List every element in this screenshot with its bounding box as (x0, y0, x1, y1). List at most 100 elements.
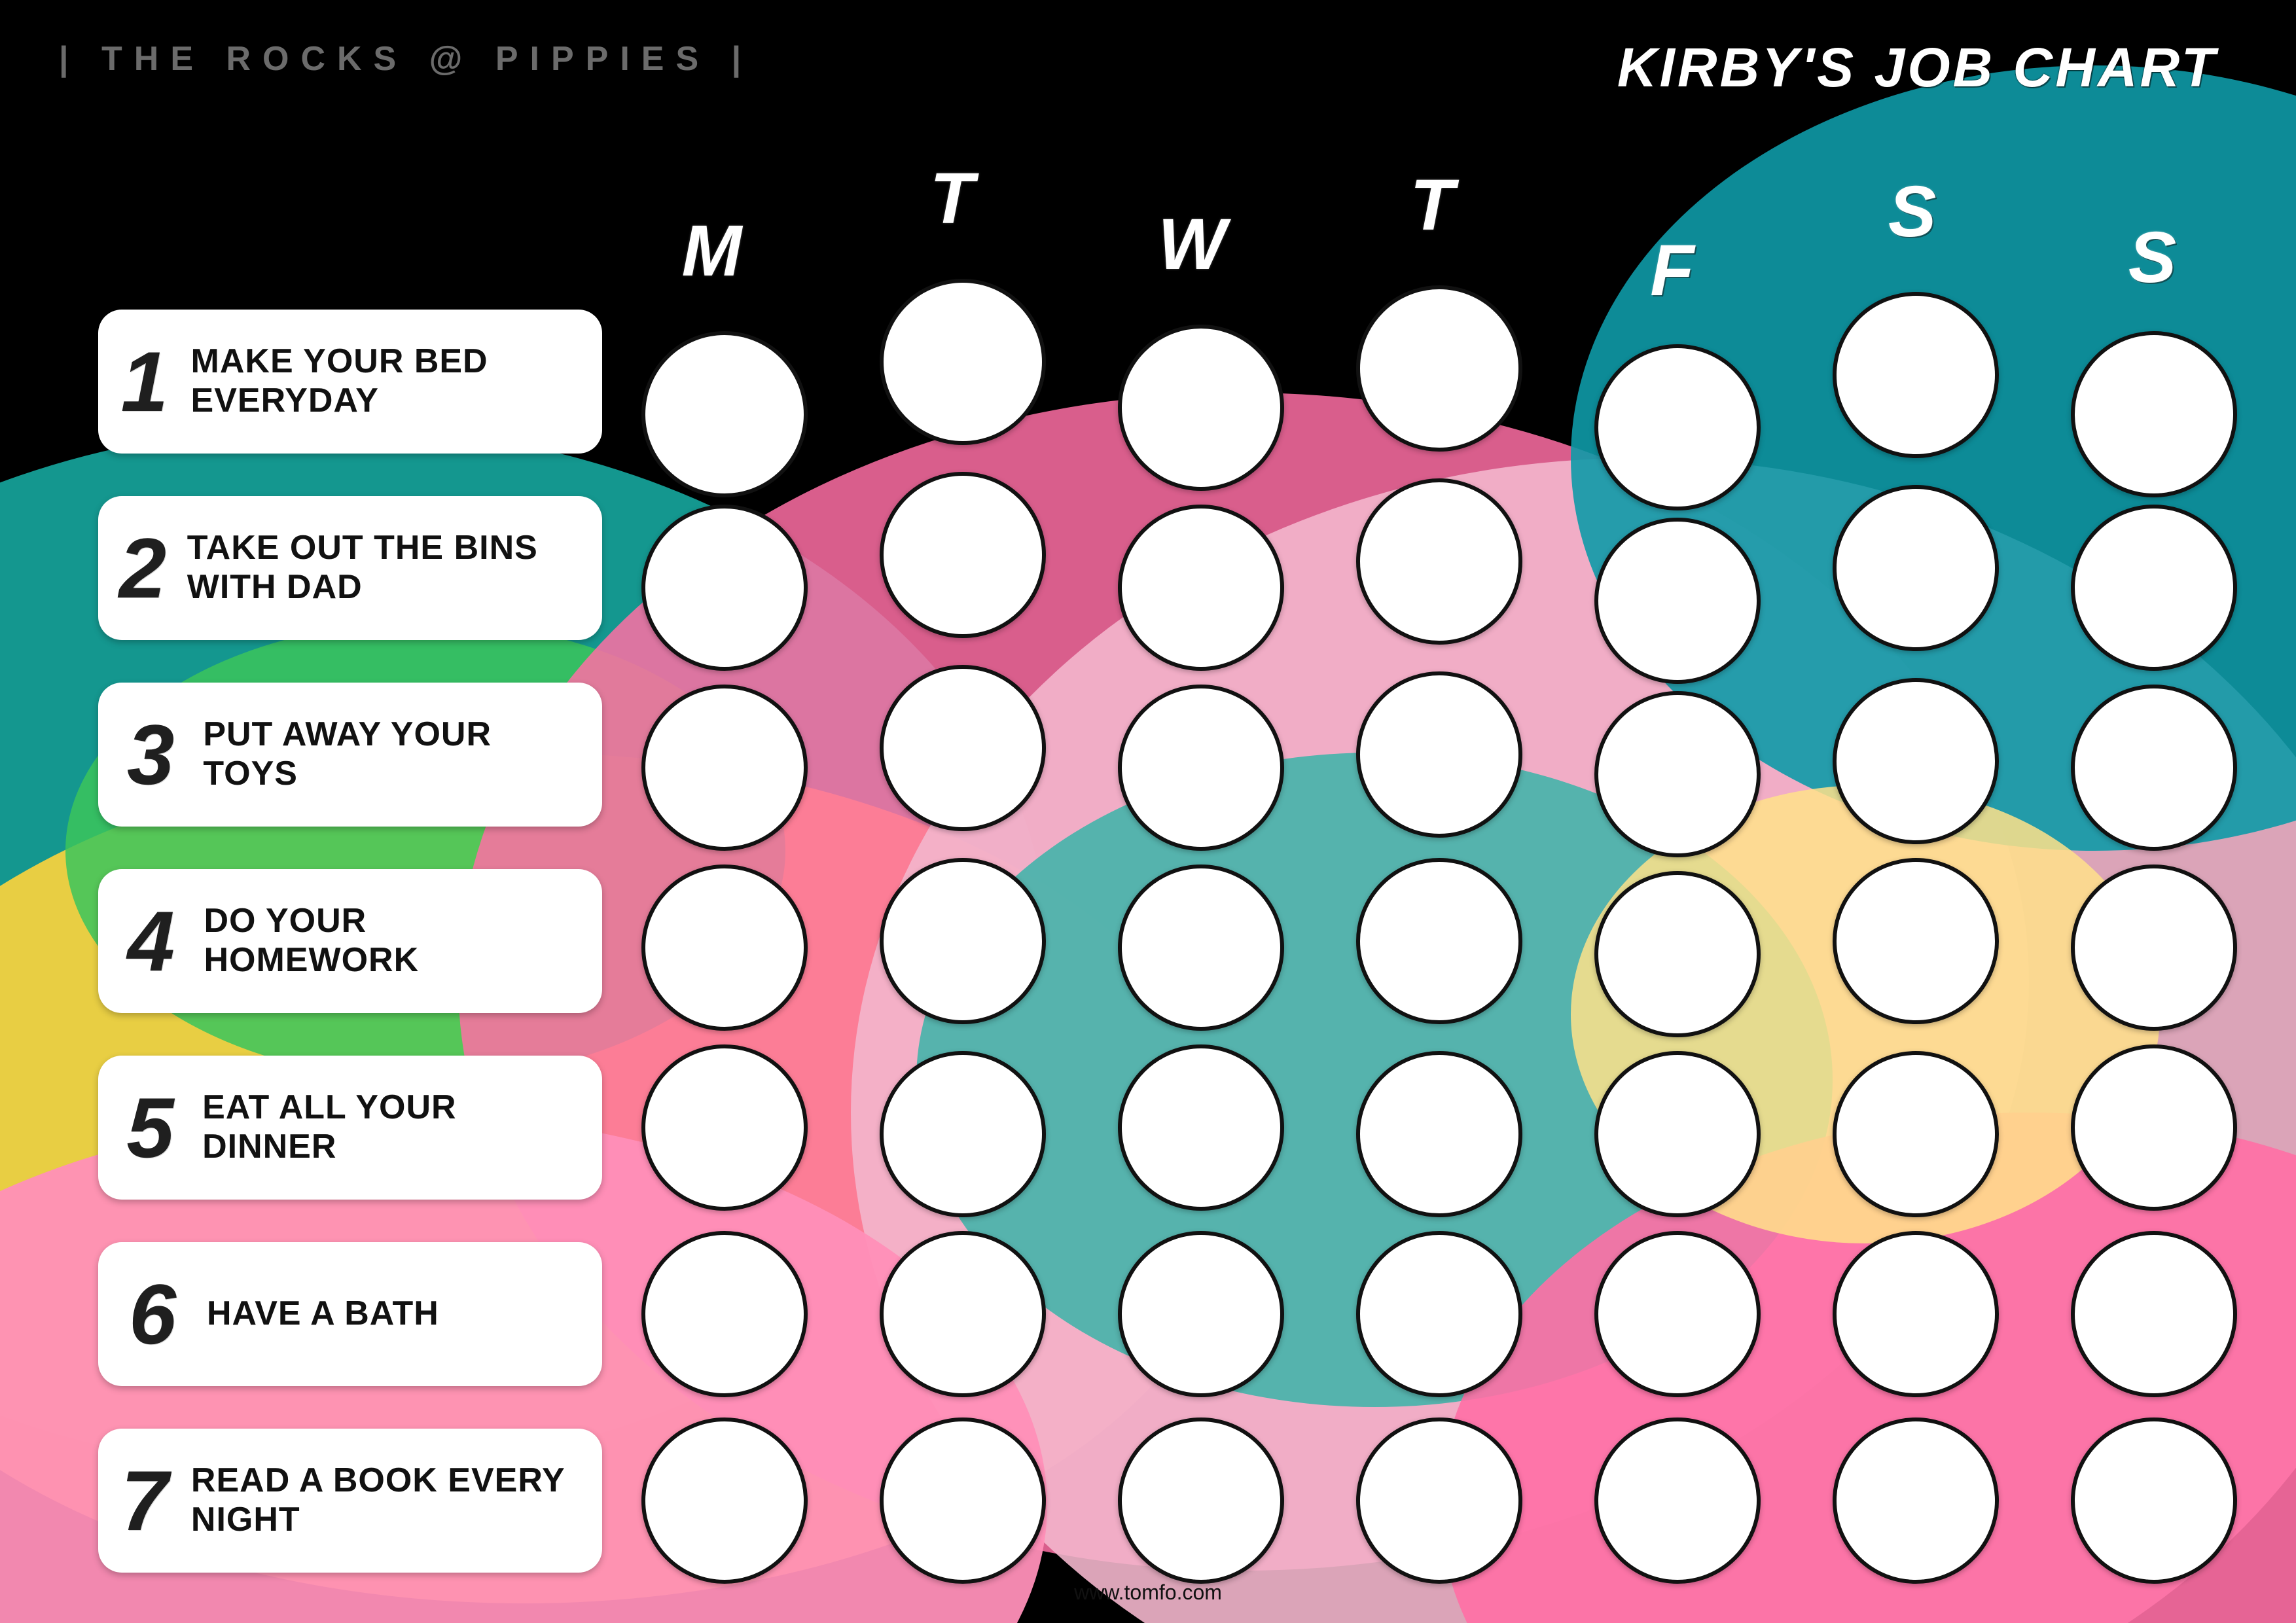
day-header-cell: M (628, 209, 797, 293)
task-number: 2 (117, 526, 169, 611)
task-circles (641, 485, 2237, 651)
completion-circle[interactable] (2071, 331, 2237, 497)
completion-circle[interactable] (1833, 678, 1999, 844)
completion-circle[interactable] (1594, 1231, 1761, 1397)
completion-circle[interactable] (1118, 865, 1284, 1031)
day-label: M (628, 209, 797, 293)
task-card: 6 HAVE A BATH (98, 1242, 602, 1386)
task-row: 3PUT AWAY YOUR TOYS (98, 661, 2237, 847)
completion-circle[interactable] (1118, 685, 1284, 851)
completion-circle[interactable] (641, 331, 808, 497)
task-label: READ A BOOK EVERY NIGHT (191, 1461, 576, 1540)
completion-circle[interactable] (1118, 1231, 1284, 1397)
task-number: 3 (117, 712, 185, 797)
task-label: TAKE OUT THE BINS WITH DAD (187, 529, 576, 607)
task-card: 3PUT AWAY YOUR TOYS (98, 683, 602, 827)
completion-circle[interactable] (1594, 1051, 1761, 1217)
completion-circle[interactable] (1356, 478, 1522, 645)
task-number: 6 (117, 1272, 188, 1357)
task-label: PUT AWAY YOUR TOYS (203, 715, 576, 794)
completion-circle[interactable] (1833, 1051, 1999, 1217)
completion-circle[interactable] (2071, 1044, 2237, 1211)
task-row: 6 HAVE A BATH (98, 1221, 2237, 1407)
completion-circle[interactable] (1594, 871, 1761, 1037)
completion-circle[interactable] (2071, 865, 2237, 1031)
completion-circle[interactable] (1833, 1231, 1999, 1397)
completion-circle[interactable] (2071, 1418, 2237, 1584)
completion-circle[interactable] (641, 685, 808, 851)
task-row: 4DO YOUR HOMEWORK (98, 847, 2237, 1034)
task-row: 1MAKE YOUR BED EVERYDAY (98, 288, 2237, 474)
completion-circle[interactable] (1356, 285, 1522, 452)
completion-circle[interactable] (880, 858, 1046, 1024)
completion-circle[interactable] (1833, 292, 1999, 458)
day-label: W (1109, 203, 1277, 286)
completion-circle[interactable] (880, 1231, 1046, 1397)
task-number: 7 (117, 1458, 173, 1543)
day-label: S (1829, 170, 1997, 253)
completion-circle[interactable] (641, 865, 808, 1031)
chart-title: KIRBY'S JOB CHART (1617, 36, 2217, 99)
completion-circle[interactable] (641, 1418, 808, 1584)
day-header-cell: W (1109, 203, 1277, 286)
header-left-text: | THE ROCKS @ PIPPIES | (59, 39, 753, 79)
completion-circle[interactable] (1356, 671, 1522, 838)
task-number: 5 (117, 1085, 184, 1170)
task-card: 4DO YOUR HOMEWORK (98, 869, 602, 1013)
task-card: 7READ A BOOK EVERY NIGHT (98, 1429, 602, 1573)
completion-circle[interactable] (1594, 691, 1761, 857)
completion-circle[interactable] (1833, 485, 1999, 651)
day-header-cell: S (2069, 216, 2237, 299)
task-circles (641, 671, 2237, 838)
task-row: 5EAT ALL YOUR DINNER (98, 1034, 2237, 1221)
completion-circle[interactable] (1118, 325, 1284, 491)
day-header-cell: T (1349, 164, 1517, 247)
task-circles (641, 1418, 2237, 1584)
completion-circle[interactable] (2071, 505, 2237, 671)
task-card: 2TAKE OUT THE BINS WITH DAD (98, 496, 602, 640)
completion-circle[interactable] (1833, 1418, 1999, 1584)
task-card: 1MAKE YOUR BED EVERYDAY (98, 310, 602, 454)
completion-circle[interactable] (1118, 1044, 1284, 1211)
completion-circle[interactable] (880, 1051, 1046, 1217)
completion-circle[interactable] (1356, 1231, 1522, 1397)
completion-circle[interactable] (1594, 518, 1761, 684)
footer-url: www.tomfo.com (1074, 1580, 1222, 1605)
task-circles (641, 1044, 2237, 1211)
days-header-row: MTWTFSS (628, 157, 2237, 240)
task-label: EAT ALL YOUR DINNER (202, 1088, 576, 1167)
job-chart-page: | THE ROCKS @ PIPPIES | KIRBY'S JOB CHAR… (0, 0, 2296, 1623)
completion-circle[interactable] (880, 1418, 1046, 1584)
completion-circle[interactable] (880, 279, 1046, 445)
completion-circle[interactable] (880, 665, 1046, 831)
completion-circle[interactable] (2071, 685, 2237, 851)
completion-circle[interactable] (641, 505, 808, 671)
completion-circle[interactable] (880, 472, 1046, 638)
day-label: T (869, 157, 1037, 240)
completion-circle[interactable] (1118, 1418, 1284, 1584)
day-header-cell: T (869, 157, 1037, 240)
completion-circle[interactable] (641, 1044, 808, 1211)
task-circles (641, 858, 2237, 1024)
task-card: 5EAT ALL YOUR DINNER (98, 1056, 602, 1200)
completion-circle[interactable] (1356, 858, 1522, 1024)
completion-circle[interactable] (1594, 1418, 1761, 1584)
task-circles (641, 298, 2237, 465)
completion-circle[interactable] (2071, 1231, 2237, 1397)
task-number: 4 (117, 899, 185, 984)
completion-circle[interactable] (1356, 1051, 1522, 1217)
completion-circle[interactable] (1118, 505, 1284, 671)
task-label: MAKE YOUR BED EVERYDAY (191, 342, 576, 421)
completion-circle[interactable] (1594, 344, 1761, 510)
day-header-cell: S (1829, 170, 1997, 253)
task-row: 7READ A BOOK EVERY NIGHT (98, 1407, 2237, 1594)
task-grid: 1MAKE YOUR BED EVERYDAY 2TAKE OUT THE BIN… (98, 288, 2237, 1571)
day-label: T (1349, 164, 1517, 247)
day-label: S (2069, 216, 2237, 299)
task-label: HAVE A BATH (207, 1294, 439, 1334)
completion-circle[interactable] (641, 1231, 808, 1397)
completion-circle[interactable] (1833, 858, 1999, 1024)
task-row: 2TAKE OUT THE BINS WITH DAD (98, 474, 2237, 661)
task-number: 1 (117, 339, 173, 424)
completion-circle[interactable] (1356, 1418, 1522, 1584)
